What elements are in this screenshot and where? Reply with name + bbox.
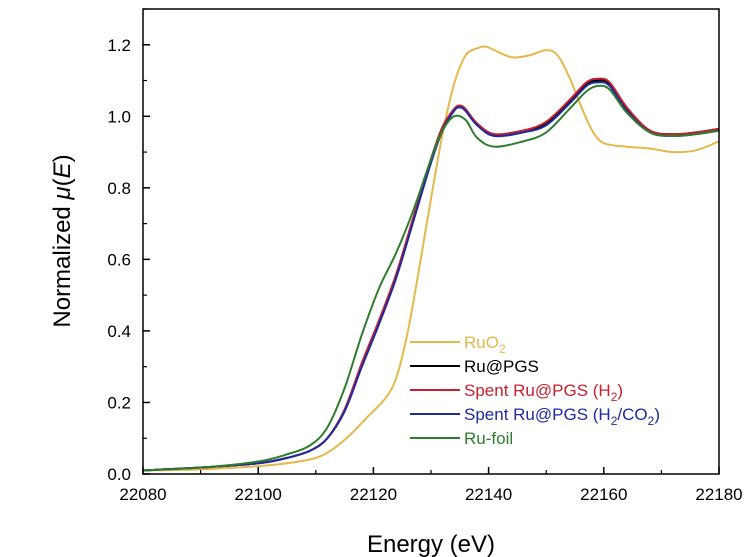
series-line-1 — [143, 45, 719, 472]
series-layer — [143, 45, 719, 472]
x-tick-label: 22140 — [465, 485, 512, 504]
x-axis-title: Energy (eV) — [367, 531, 495, 557]
series-line-4 — [143, 81, 719, 472]
y-axis: 0.0 0.2 0.4 0.6 0.8 1.0 1.2 — [107, 8, 150, 484]
y-tick-label: 0.0 — [107, 465, 131, 484]
y-tick-label: 0.6 — [107, 250, 131, 269]
legend-label: RuO2 — [464, 333, 506, 356]
legend-label: Spent Ru@PGS (H2) — [464, 381, 623, 404]
x-tick-label: 22100 — [235, 485, 282, 504]
y-tick-label: 1.0 — [107, 107, 131, 126]
y-tick-label: 0.2 — [107, 393, 131, 412]
legend-label: Ru@PGS — [464, 357, 539, 376]
x-tick-label: 22160 — [580, 485, 627, 504]
y-tick-label: 0.4 — [107, 322, 131, 341]
series-line-5 — [143, 84, 719, 472]
x-tick-label: 22120 — [350, 485, 397, 504]
legend-label: Ru-foil — [464, 429, 513, 448]
x-axis: 22080 22100 22120 22140 22160 22180 — [119, 467, 743, 504]
legend-label: Spent Ru@PGS (H2/CO2) — [464, 405, 660, 428]
y-tick-label: 1.2 — [107, 36, 131, 55]
x-tick-label: 22180 — [695, 485, 742, 504]
y-tick-label: 0.8 — [107, 179, 131, 198]
x-tick-label: 22080 — [119, 485, 166, 504]
y-axis-title: Normalized μ(E) — [49, 154, 76, 327]
